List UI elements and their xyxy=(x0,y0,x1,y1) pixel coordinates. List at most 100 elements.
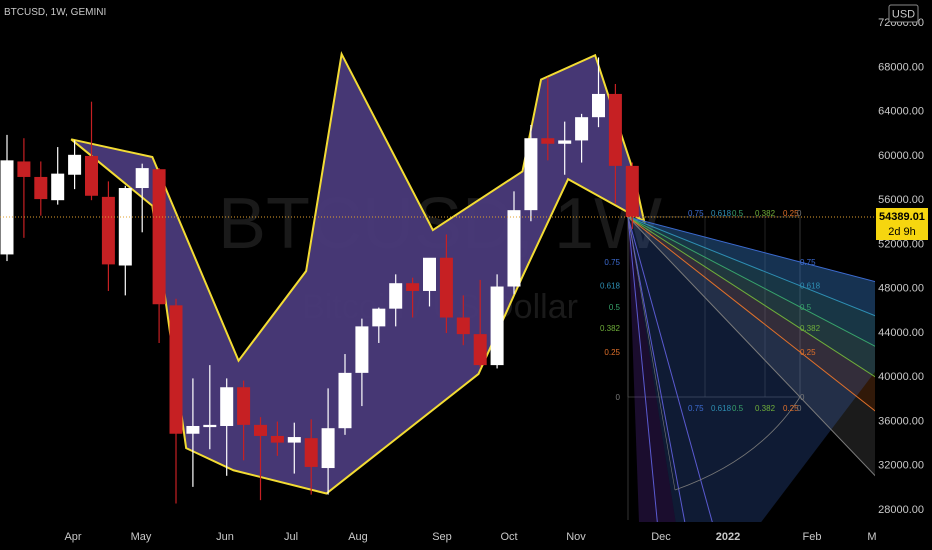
fib-zone xyxy=(628,216,932,550)
candle xyxy=(304,419,318,495)
candle xyxy=(507,191,521,295)
fib-level-label: 0.75 xyxy=(688,209,704,218)
chart-title: BTCUSD, 1W, GEMINI xyxy=(4,7,106,18)
x-tick-label: Nov xyxy=(566,531,586,543)
candle xyxy=(68,140,82,190)
y-tick-label: 44000.00 xyxy=(878,327,924,339)
candle-body xyxy=(203,424,217,428)
candle-body xyxy=(254,424,267,436)
fib-level-label: 0.25 xyxy=(604,348,620,357)
price-axis-bg xyxy=(875,0,932,550)
candle xyxy=(625,162,639,229)
candle xyxy=(0,134,14,262)
candle-body xyxy=(85,155,98,196)
fib-ray xyxy=(627,216,691,550)
candle-body xyxy=(592,93,605,118)
candle xyxy=(254,417,267,501)
candle xyxy=(152,168,166,343)
fib-level-label: 0.382 xyxy=(755,209,776,218)
candle-body xyxy=(169,305,183,434)
fib-level-label: 0.75 xyxy=(800,258,816,267)
candle-body xyxy=(423,257,436,291)
candle-series xyxy=(0,57,639,504)
fib-level-label: 0.75 xyxy=(688,404,704,413)
candle xyxy=(169,298,183,504)
candle xyxy=(101,181,115,291)
candle xyxy=(287,422,301,474)
candle xyxy=(524,124,538,222)
candle-body xyxy=(118,188,132,266)
candle-body xyxy=(287,437,301,443)
candle-body xyxy=(372,308,386,327)
fib-level-label: 0 xyxy=(616,393,621,402)
time-axis-bg xyxy=(0,522,932,550)
candle-body xyxy=(34,176,48,200)
y-tick-label: 60000.00 xyxy=(878,150,924,162)
candle xyxy=(118,185,132,296)
y-tick-label: 36000.00 xyxy=(878,415,924,427)
y-tick-label: 68000.00 xyxy=(878,61,924,73)
fib-level-label: 0 xyxy=(797,209,802,218)
candle-body xyxy=(490,286,504,366)
fib-level-label: 0.382 xyxy=(800,324,821,333)
candle-body xyxy=(625,165,639,217)
candle xyxy=(338,354,352,435)
fib-level-label: 0.5 xyxy=(609,303,621,312)
x-tick-label: Oct xyxy=(500,531,517,543)
fib-level-label: 0.618 xyxy=(711,404,732,413)
candle-body xyxy=(51,173,65,201)
time-axis[interactable]: Apr May Jun Jul Aug Sep Oct Nov Dec 2022 Feb M xyxy=(0,522,932,550)
candle-body xyxy=(541,138,555,144)
candle xyxy=(608,83,622,204)
candle-body xyxy=(355,326,369,373)
candle xyxy=(389,274,403,327)
y-tick-label: 28000.00 xyxy=(878,504,924,516)
candle-body xyxy=(524,138,538,211)
candle-body xyxy=(152,169,166,305)
candle-body xyxy=(68,154,82,175)
fib-level-label: 0 xyxy=(797,404,802,413)
candle-body xyxy=(406,283,420,291)
candle xyxy=(592,57,605,128)
candle-body xyxy=(0,160,14,255)
candle xyxy=(270,421,284,456)
x-tick-label: Sep xyxy=(432,531,452,543)
fib-level-label: 0.618 xyxy=(711,209,732,218)
candle-body xyxy=(473,334,487,366)
candle xyxy=(51,147,65,205)
fib-zone xyxy=(628,216,680,550)
fib-level-label: 0.25 xyxy=(800,348,816,357)
candle-body xyxy=(439,257,453,318)
candle xyxy=(473,279,487,368)
fib-level-label: 0 xyxy=(800,393,805,402)
candle xyxy=(541,77,555,161)
y-tick-label: 48000.00 xyxy=(878,283,924,295)
fib-ray xyxy=(627,216,661,550)
y-tick-label: 56000.00 xyxy=(878,194,924,206)
fib-level-label: 0.5 xyxy=(800,303,812,312)
fib-level-label: 0.382 xyxy=(755,404,776,413)
candle-body xyxy=(270,435,284,443)
y-tick-label: 32000.00 xyxy=(878,460,924,472)
candle-body xyxy=(321,428,335,469)
price-axis[interactable]: 72000.0068000.0064000.0060000.0056000.00… xyxy=(875,0,932,550)
last-price-tag: 54389.01 2d 9h xyxy=(876,208,928,240)
fib-level-label: 0.75 xyxy=(604,258,620,267)
fib-level-label: 0.25 xyxy=(783,404,799,413)
candle xyxy=(423,257,436,307)
candle xyxy=(372,307,386,343)
candle xyxy=(186,378,200,487)
candle xyxy=(406,277,420,318)
currency-label: USD xyxy=(892,9,915,21)
candle-body xyxy=(338,372,352,429)
currency-badge[interactable]: USD xyxy=(888,4,919,23)
x-tick-label: M xyxy=(867,531,876,543)
fib-level-label: 0.382 xyxy=(600,324,621,333)
candle-body xyxy=(186,425,200,434)
bar-countdown: 2d 9h xyxy=(888,226,916,238)
candle xyxy=(203,365,217,450)
candle-body xyxy=(389,283,403,309)
